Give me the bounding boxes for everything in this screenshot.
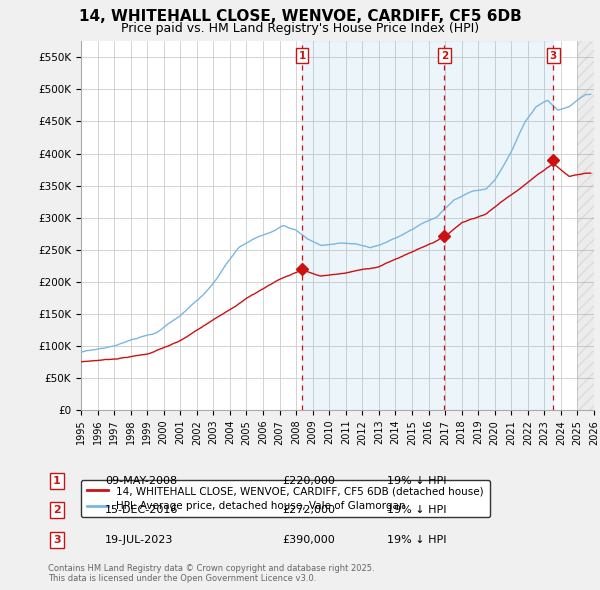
Text: 1: 1 <box>298 51 306 61</box>
Text: £272,000: £272,000 <box>282 506 335 515</box>
Text: 19% ↓ HPI: 19% ↓ HPI <box>387 535 446 545</box>
Text: £390,000: £390,000 <box>282 535 335 545</box>
Bar <box>577 41 594 410</box>
Text: 14, WHITEHALL CLOSE, WENVOE, CARDIFF, CF5 6DB: 14, WHITEHALL CLOSE, WENVOE, CARDIFF, CF… <box>79 9 521 24</box>
Bar <box>302 41 553 410</box>
Text: 3: 3 <box>550 51 557 61</box>
Text: 19-JUL-2023: 19-JUL-2023 <box>105 535 173 545</box>
Text: 15-DEC-2016: 15-DEC-2016 <box>105 506 178 515</box>
Text: 3: 3 <box>53 535 61 545</box>
Text: 2: 2 <box>53 506 61 515</box>
Text: 19% ↓ HPI: 19% ↓ HPI <box>387 506 446 515</box>
Text: 2: 2 <box>441 51 448 61</box>
Text: £220,000: £220,000 <box>282 476 335 486</box>
Text: Price paid vs. HM Land Registry's House Price Index (HPI): Price paid vs. HM Land Registry's House … <box>121 22 479 35</box>
Text: 09-MAY-2008: 09-MAY-2008 <box>105 476 177 486</box>
Text: 1: 1 <box>53 476 61 486</box>
Legend: 14, WHITEHALL CLOSE, WENVOE, CARDIFF, CF5 6DB (detached house), HPI: Average pri: 14, WHITEHALL CLOSE, WENVOE, CARDIFF, CF… <box>81 480 490 517</box>
Text: Contains HM Land Registry data © Crown copyright and database right 2025.
This d: Contains HM Land Registry data © Crown c… <box>48 563 374 583</box>
Text: 19% ↓ HPI: 19% ↓ HPI <box>387 476 446 486</box>
